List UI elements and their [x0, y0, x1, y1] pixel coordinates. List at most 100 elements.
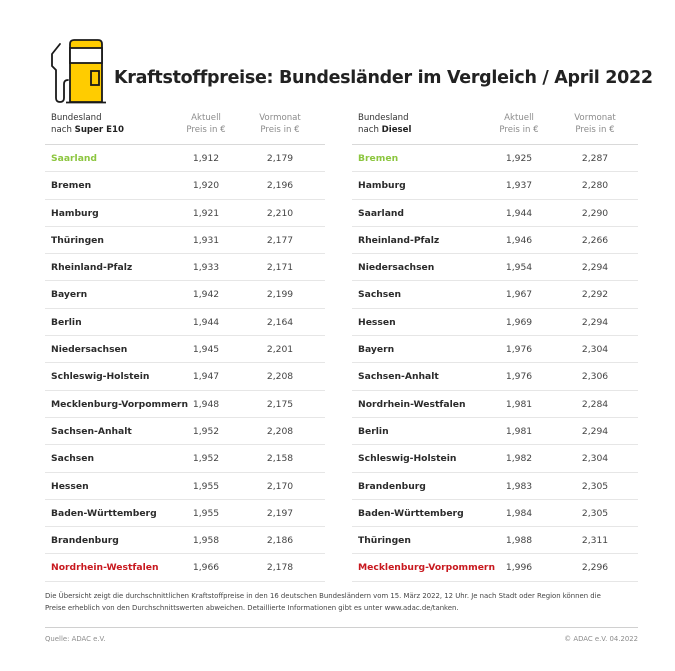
state-name: Baden-Württemberg [51, 507, 157, 519]
table-row: Bayern 1,976 2,304 [352, 336, 638, 364]
current-price: 1,981 [505, 398, 533, 410]
table-row: Mecklenburg-Vorpommern 1,948 2,175 [45, 391, 325, 418]
previous-month-price: 2,175 [266, 398, 294, 410]
current-price: 1,967 [505, 289, 533, 301]
current-price: 1,933 [192, 262, 220, 274]
current-price: 1,937 [505, 180, 533, 192]
current-price-column-header: Aktuell Preis in € [186, 113, 226, 135]
state-name: Sachsen [51, 453, 95, 465]
previous-month-price: 2,171 [266, 262, 294, 274]
current-price: 1,921 [192, 207, 220, 219]
current-price: 1,944 [192, 316, 220, 328]
table-row: Niedersachsen 1,954 2,294 [352, 254, 638, 282]
table-row: Thüringen 1,931 2,177 [45, 227, 325, 255]
fuel-type-label: Diesel [381, 124, 412, 135]
state-name: Thüringen [358, 535, 411, 547]
table-row: Sachsen 1,952 2,158 [45, 445, 325, 473]
state-name: Mecklenburg-Vorpommern [51, 398, 189, 410]
previous-month-column-header: Vormonat Preis in € [259, 113, 301, 135]
state-name: Baden-Württemberg [358, 507, 464, 519]
state-name: Thüringen [51, 234, 104, 246]
state-name: Niedersachsen [358, 262, 435, 274]
table-row: Berlin 1,944 2,164 [45, 309, 325, 337]
table-row: Mecklenburg-Vorpommern 1,996 2,296 [352, 554, 638, 582]
table-row: Saarland 1,944 2,290 [352, 200, 638, 227]
previous-month-price: 2,294 [581, 262, 609, 274]
table-row: Rheinland-Pfalz 1,946 2,266 [352, 227, 638, 255]
table-row: Hamburg 1,921 2,210 [45, 200, 325, 227]
super-e10-table: Bundesland nach Super E10 Aktuell Preis … [45, 110, 325, 582]
table-row: Schleswig-Holstein 1,947 2,208 [45, 363, 325, 391]
current-price: 1,984 [505, 507, 533, 519]
previous-month-price: 2,208 [266, 425, 294, 437]
current-price: 1,981 [505, 425, 533, 437]
current-price: 1,942 [192, 289, 220, 301]
previous-month-price: 2,306 [581, 371, 609, 383]
current-price: 1,945 [192, 344, 220, 356]
state-name: Bremen [358, 153, 399, 164]
page-title: Kraftstoffpreise: Bundesländer im Vergle… [114, 68, 653, 88]
previous-month-price: 2,304 [581, 344, 609, 356]
previous-month-price: 2,164 [266, 316, 294, 328]
table-row: Baden-Württemberg 1,955 2,197 [45, 500, 325, 528]
state-name: Rheinland-Pfalz [51, 262, 133, 274]
current-price: 1,976 [505, 371, 533, 383]
table-row: Rheinland-Pfalz 1,933 2,171 [45, 254, 325, 282]
previous-month-price: 2,280 [581, 180, 609, 192]
previous-month-price: 2,284 [581, 398, 609, 410]
previous-month-price: 2,266 [581, 234, 609, 246]
state-name: Sachsen [358, 289, 402, 301]
state-name: Berlin [358, 425, 389, 437]
state-name: Hessen [358, 316, 396, 328]
current-price: 1,946 [505, 234, 533, 246]
table-row: Thüringen 1,988 2,311 [352, 527, 638, 555]
diesel-table: Bundesland nach Diesel Aktuell Preis in … [352, 110, 638, 582]
source-label: Quelle: ADAC e.V. [45, 635, 106, 643]
previous-month-price: 2,292 [581, 289, 609, 301]
current-price: 1,925 [505, 153, 533, 164]
state-name: Bayern [51, 289, 88, 301]
state-name: Schleswig-Holstein [358, 453, 457, 465]
current-price: 1,954 [505, 262, 533, 274]
table-row: Nordrhein-Westfalen 1,966 2,178 [45, 554, 325, 582]
previous-month-price: 2,208 [266, 371, 294, 383]
previous-month-price: 2,294 [581, 316, 609, 328]
table-header: Bundesland nach Super E10 Aktuell Preis … [45, 110, 325, 145]
fuel-type-label: Super E10 [74, 124, 124, 135]
previous-month-price: 2,201 [266, 344, 294, 356]
state-name: Sachsen-Anhalt [51, 425, 132, 437]
current-price: 1,958 [192, 535, 220, 547]
current-price: 1,966 [192, 562, 220, 574]
current-price: 1,976 [505, 344, 533, 356]
state-name: Hessen [51, 480, 89, 492]
copyright-label: © ADAC e.V. 04.2022 [564, 635, 638, 643]
table-row: Baden-Württemberg 1,984 2,305 [352, 500, 638, 528]
state-name: Nordrhein-Westfalen [51, 562, 159, 574]
previous-month-price: 2,199 [266, 289, 294, 301]
current-price: 1,988 [505, 535, 533, 547]
table-row: Hessen 1,955 2,170 [45, 473, 325, 500]
state-name: Rheinland-Pfalz [358, 234, 440, 246]
previous-month-price: 2,158 [266, 453, 294, 465]
previous-month-price: 2,178 [266, 562, 294, 574]
current-price: 1,952 [192, 425, 220, 437]
table-row: Saarland 1,912 2,179 [45, 145, 325, 173]
footer-divider [45, 627, 638, 628]
table-row: Berlin 1,981 2,294 [352, 418, 638, 446]
current-price: 1,983 [505, 480, 533, 492]
current-price: 1,952 [192, 453, 220, 465]
state-name: Brandenburg [358, 480, 426, 492]
state-name: Niedersachsen [51, 344, 128, 356]
state-name: Nordrhein-Westfalen [358, 398, 466, 410]
table-row: Sachsen 1,967 2,292 [352, 281, 638, 309]
table-row: Schleswig-Holstein 1,982 2,304 [352, 445, 638, 473]
table-row: Sachsen-Anhalt 1,976 2,306 [352, 363, 638, 391]
previous-month-price: 2,296 [581, 562, 609, 574]
current-price: 1,955 [192, 480, 220, 492]
current-price: 1,947 [192, 371, 220, 383]
footnote: Die Übersicht zeigt die durchschnittlich… [45, 592, 601, 612]
state-column-header: Bundesland nach Super E10 [51, 113, 124, 135]
current-price-column-header: Aktuell Preis in € [499, 113, 539, 135]
previous-month-price: 2,305 [581, 480, 609, 492]
current-price: 1,955 [192, 507, 220, 519]
